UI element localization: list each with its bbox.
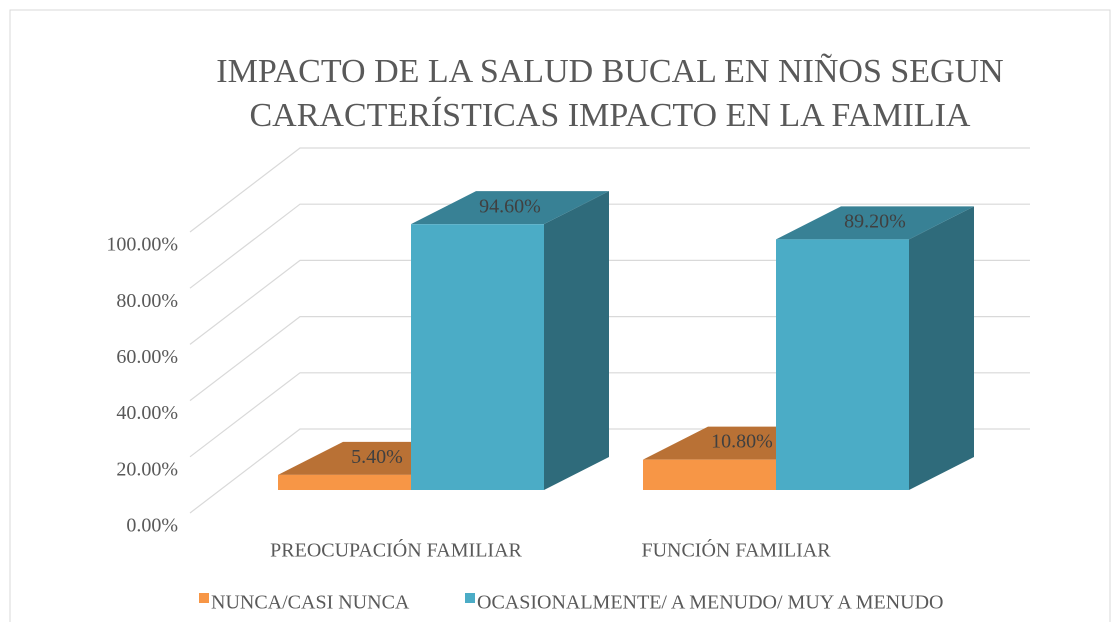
- y-tick-label: 80.00%: [116, 290, 178, 312]
- data-label: 89.20%: [844, 210, 906, 232]
- bar: [278, 474, 411, 490]
- bar: [643, 459, 776, 490]
- data-label: 94.60%: [479, 195, 541, 217]
- legend-label: OCASIONALMENTE/ A MENUDO/ MUY A MENUDO: [477, 592, 944, 614]
- y-tick-label: 20.00%: [116, 458, 178, 480]
- grid-line: [189, 147, 1030, 233]
- y-tick-label: 60.00%: [116, 346, 178, 368]
- grid-line: [189, 203, 1030, 289]
- bar-side: [909, 206, 974, 490]
- y-tick-label: 40.00%: [116, 402, 178, 424]
- legend-swatch: [199, 593, 209, 603]
- x-tick-label: PREOCUPACIÓN FAMILIAR: [270, 538, 522, 562]
- bar-side: [544, 191, 609, 490]
- legend-swatch: [465, 593, 475, 603]
- x-tick-label: FUNCIÓN FAMILIAR: [641, 538, 831, 562]
- chart-title: IMPACTO DE LA SALUD BUCAL EN NIÑOS SEGUN…: [216, 53, 1004, 134]
- bar-top: [411, 191, 609, 225]
- chart-border: [9, 9, 1111, 622]
- data-label: 10.80%: [711, 431, 773, 453]
- bar-top: [776, 206, 974, 240]
- legend-label: NUNCA/CASI NUNCA: [211, 592, 410, 614]
- bar: [776, 239, 909, 490]
- y-tick-label: 0.00%: [126, 515, 178, 537]
- data-label: 5.40%: [351, 446, 403, 468]
- y-tick-label: 100.00%: [106, 234, 178, 256]
- bar: [411, 224, 544, 490]
